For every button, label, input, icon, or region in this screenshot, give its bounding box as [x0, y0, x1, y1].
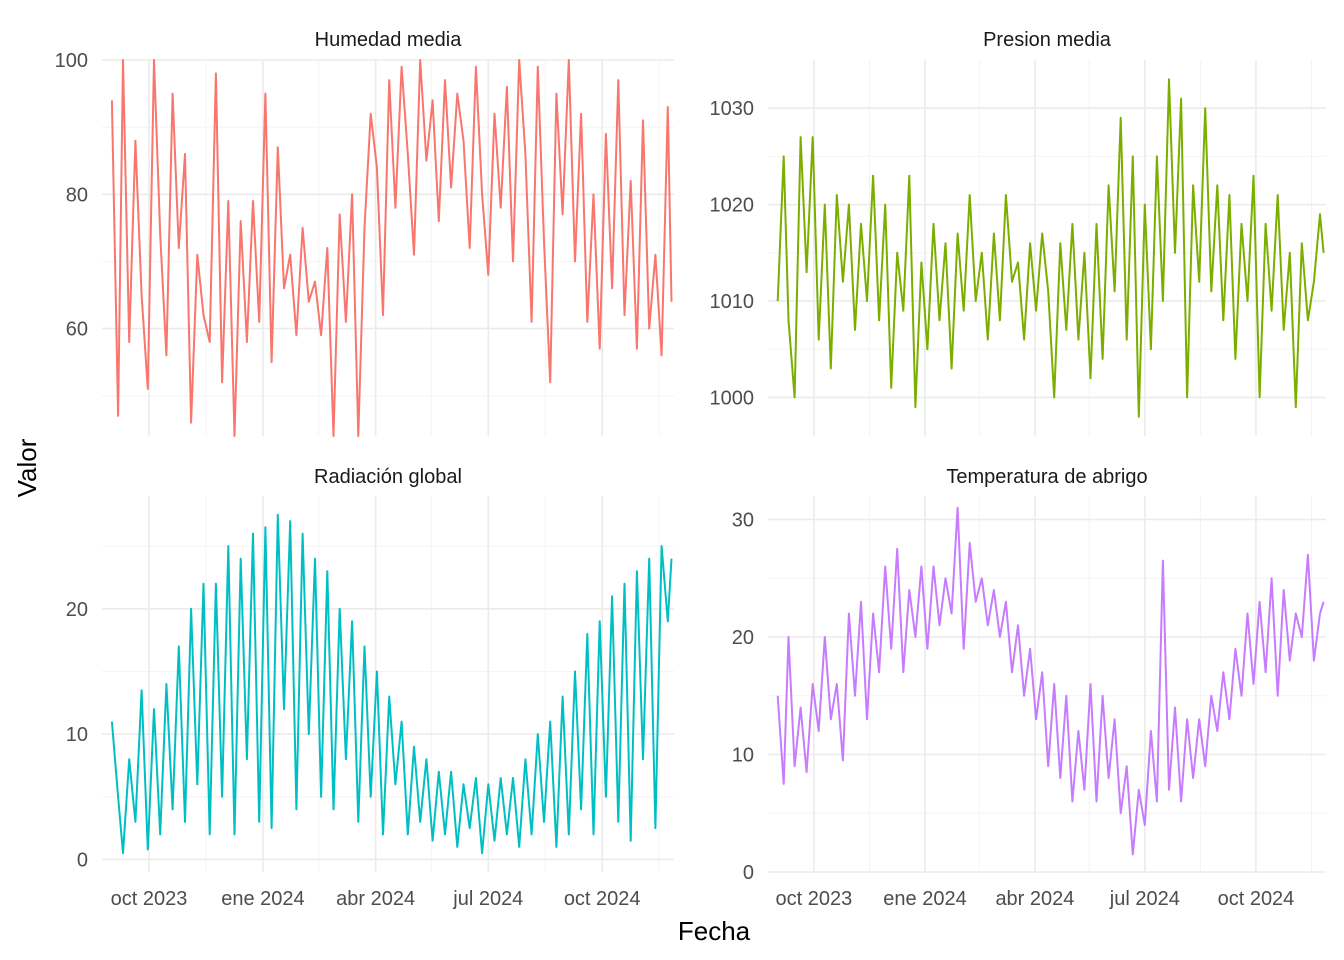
- y-tick-label: 0: [77, 849, 88, 871]
- y-tick-label: 20: [66, 599, 88, 621]
- x-tick-label: oct 2024: [1218, 888, 1295, 910]
- series-line-radiacion-global: [110, 513, 673, 855]
- series-line-presion-media: [776, 78, 1325, 418]
- panel-presion-media: 1000 1010 1020 1030 Presion media: [710, 29, 1326, 436]
- y-tick-label: 1000: [710, 387, 755, 409]
- x-tick-label: ene 2024: [221, 888, 304, 910]
- panel-title: Presion media: [983, 29, 1112, 51]
- y-tick-label: 30: [732, 510, 754, 532]
- panel-title: Radiación global: [314, 466, 462, 488]
- series-line-humedad-media: [110, 59, 673, 437]
- x-tick-label: abr 2024: [336, 888, 415, 910]
- x-tick-label: abr 2024: [995, 888, 1074, 910]
- x-tick-label: ene 2024: [883, 888, 966, 910]
- series-line-temperatura-de-abrigo: [776, 506, 1325, 856]
- x-tick-label: oct 2023: [111, 888, 188, 910]
- x-tick-label: oct 2024: [564, 888, 641, 910]
- y-tick-label: 10: [66, 724, 88, 746]
- y-tick-label: 1010: [710, 291, 755, 313]
- y-tick-label: 100: [55, 50, 88, 72]
- y-tick-label: 1030: [710, 98, 755, 120]
- x-tick-label: jul 2024: [1109, 888, 1180, 910]
- y-tick-label: 20: [732, 627, 754, 649]
- panel-temperatura-de-abrigo: oct 2023 ene 2024 abr 2024 jul 2024 oct 2024…: [732, 466, 1326, 910]
- y-tick-label: 60: [66, 319, 88, 341]
- x-tick-label: jul 2024: [452, 888, 523, 910]
- panel-radiacion-global: oct 2023 ene 2024 abr 2024 jul 2024 oct 2024…: [66, 466, 674, 910]
- y-tick-label: 1020: [710, 195, 755, 217]
- x-tick-label: oct 2023: [776, 888, 853, 910]
- y-tick-label: 10: [732, 745, 754, 767]
- y-tick-label: 80: [66, 184, 88, 206]
- panel-title: Humedad media: [315, 29, 463, 51]
- panel-title: Temperatura de abrigo: [946, 466, 1147, 488]
- y-tick-label: 0: [743, 862, 754, 884]
- x-axis-title: Fecha: [678, 916, 751, 946]
- panel-humedad-media: 60 80 100 Humedad media: [55, 29, 674, 437]
- y-axis-title: Valor: [12, 438, 42, 497]
